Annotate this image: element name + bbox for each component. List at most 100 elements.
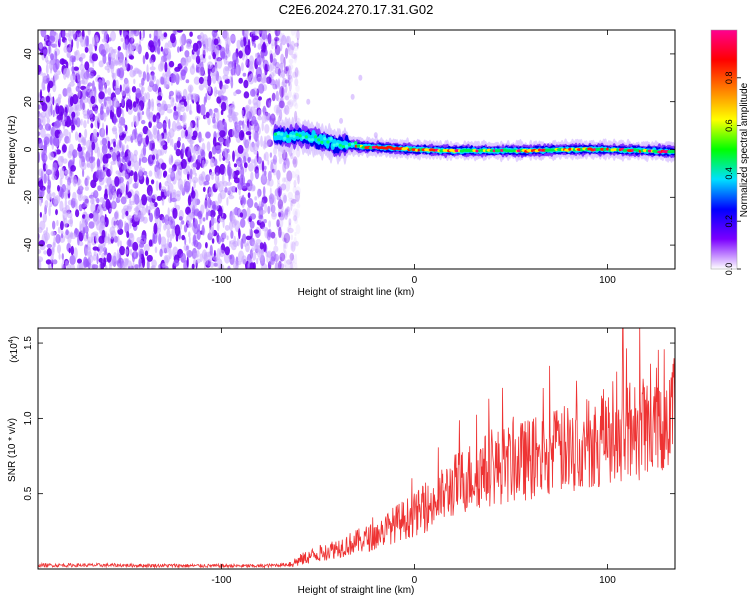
noise-blob	[236, 123, 240, 132]
noise-blob	[170, 172, 175, 178]
noise-blob	[284, 259, 287, 268]
ridge-core	[432, 148, 436, 152]
noise-blob	[247, 192, 251, 199]
ridge-core-early	[314, 135, 318, 139]
noise-blob	[139, 243, 145, 248]
y-tick-label: 0	[23, 146, 34, 152]
noise-blob	[293, 51, 298, 61]
noise-blob	[294, 169, 300, 179]
noise-blob	[203, 254, 209, 266]
noise-blob	[72, 154, 75, 165]
noise-blob	[240, 218, 246, 228]
figure-title: C2E6.2024.270.17.31.G02	[279, 2, 434, 17]
noise-blob	[120, 151, 125, 158]
noise-blob	[223, 231, 227, 239]
x-tick-label: 0	[412, 275, 418, 286]
noise-blob	[78, 241, 84, 247]
noise-blob	[55, 58, 60, 70]
noise-blob	[192, 162, 197, 168]
noise-blob	[292, 71, 297, 79]
noise-blob	[237, 144, 244, 154]
noise-blob	[69, 254, 76, 266]
noise-floater	[306, 98, 311, 105]
noise-blob	[179, 35, 185, 46]
noise-blob	[287, 191, 293, 199]
noise-blob	[296, 70, 301, 77]
noise-blob	[192, 176, 199, 184]
noise-blob	[84, 46, 89, 53]
ridge-core	[612, 148, 618, 152]
x-tick-label: 0	[412, 575, 418, 586]
noise-blob	[138, 157, 141, 167]
noise-blob	[187, 195, 192, 206]
noise-blob	[98, 262, 101, 269]
noise-blob	[88, 213, 94, 219]
noise-blob	[284, 84, 288, 94]
noise-blob	[276, 219, 280, 228]
noise-blob	[103, 97, 107, 107]
noise-blob	[207, 117, 211, 126]
noise-blob	[38, 41, 44, 50]
noise-blob	[138, 211, 144, 219]
noise-blob	[103, 112, 107, 122]
noise-blob	[151, 193, 158, 199]
noise-blob	[198, 137, 204, 142]
noise-blob	[182, 88, 188, 100]
noise-blob	[261, 30, 267, 40]
noise-blob	[143, 92, 147, 103]
noise-blob	[284, 240, 288, 250]
noise-blob	[126, 231, 130, 238]
snr-panel: -100 0 100 0.5 1.0 1.5 Height of straight li…	[7, 327, 676, 596]
noise-blob	[248, 99, 252, 105]
noise-blob	[87, 236, 94, 244]
noise-blob	[38, 258, 41, 269]
noise-blob	[178, 209, 184, 221]
noise-blob	[290, 234, 294, 241]
noise-blob	[202, 186, 206, 192]
noise-blob	[271, 43, 274, 50]
ridge-core-early	[335, 142, 339, 146]
noise-blob	[75, 209, 80, 218]
noise-blob	[131, 32, 134, 42]
noise-blob	[143, 237, 147, 244]
noise-blob	[238, 120, 243, 126]
noise-blob	[47, 173, 50, 182]
noise-blob	[254, 94, 259, 100]
noise-blob	[151, 259, 157, 268]
noise-blob	[139, 30, 142, 40]
noise-blob	[168, 94, 172, 100]
noise-blob	[207, 210, 211, 217]
noise-blob	[268, 220, 271, 228]
noise-blob	[230, 81, 234, 88]
noise-blob	[46, 117, 51, 124]
noise-blob	[86, 160, 89, 168]
noise-blob	[48, 125, 52, 131]
noise-blob	[198, 76, 204, 85]
noise-blob	[290, 197, 294, 207]
noise-blob	[38, 168, 45, 177]
noise-blob	[52, 82, 57, 93]
noise-blob	[286, 157, 290, 169]
noise-blob	[131, 86, 137, 93]
noise-blob	[68, 247, 71, 254]
noise-blob	[296, 37, 299, 49]
noise-blob	[65, 204, 71, 216]
colorbar-gradient	[711, 30, 737, 269]
noise-blob	[106, 252, 112, 263]
noise-blob	[295, 224, 301, 235]
noise-blob	[75, 85, 80, 92]
ridge-core-early	[341, 145, 345, 149]
noise-blob	[228, 116, 233, 123]
noise-blob	[232, 150, 235, 162]
noise-blob	[91, 53, 99, 62]
noise-blob	[142, 144, 147, 156]
noise-blob	[209, 261, 215, 268]
noise-blob	[38, 138, 43, 150]
noise-blob	[156, 168, 162, 180]
noise-blob	[280, 81, 286, 87]
noise-blob	[275, 257, 278, 263]
noise-blob	[292, 158, 297, 165]
noise-blob	[294, 158, 297, 167]
noise-floater	[358, 74, 363, 81]
